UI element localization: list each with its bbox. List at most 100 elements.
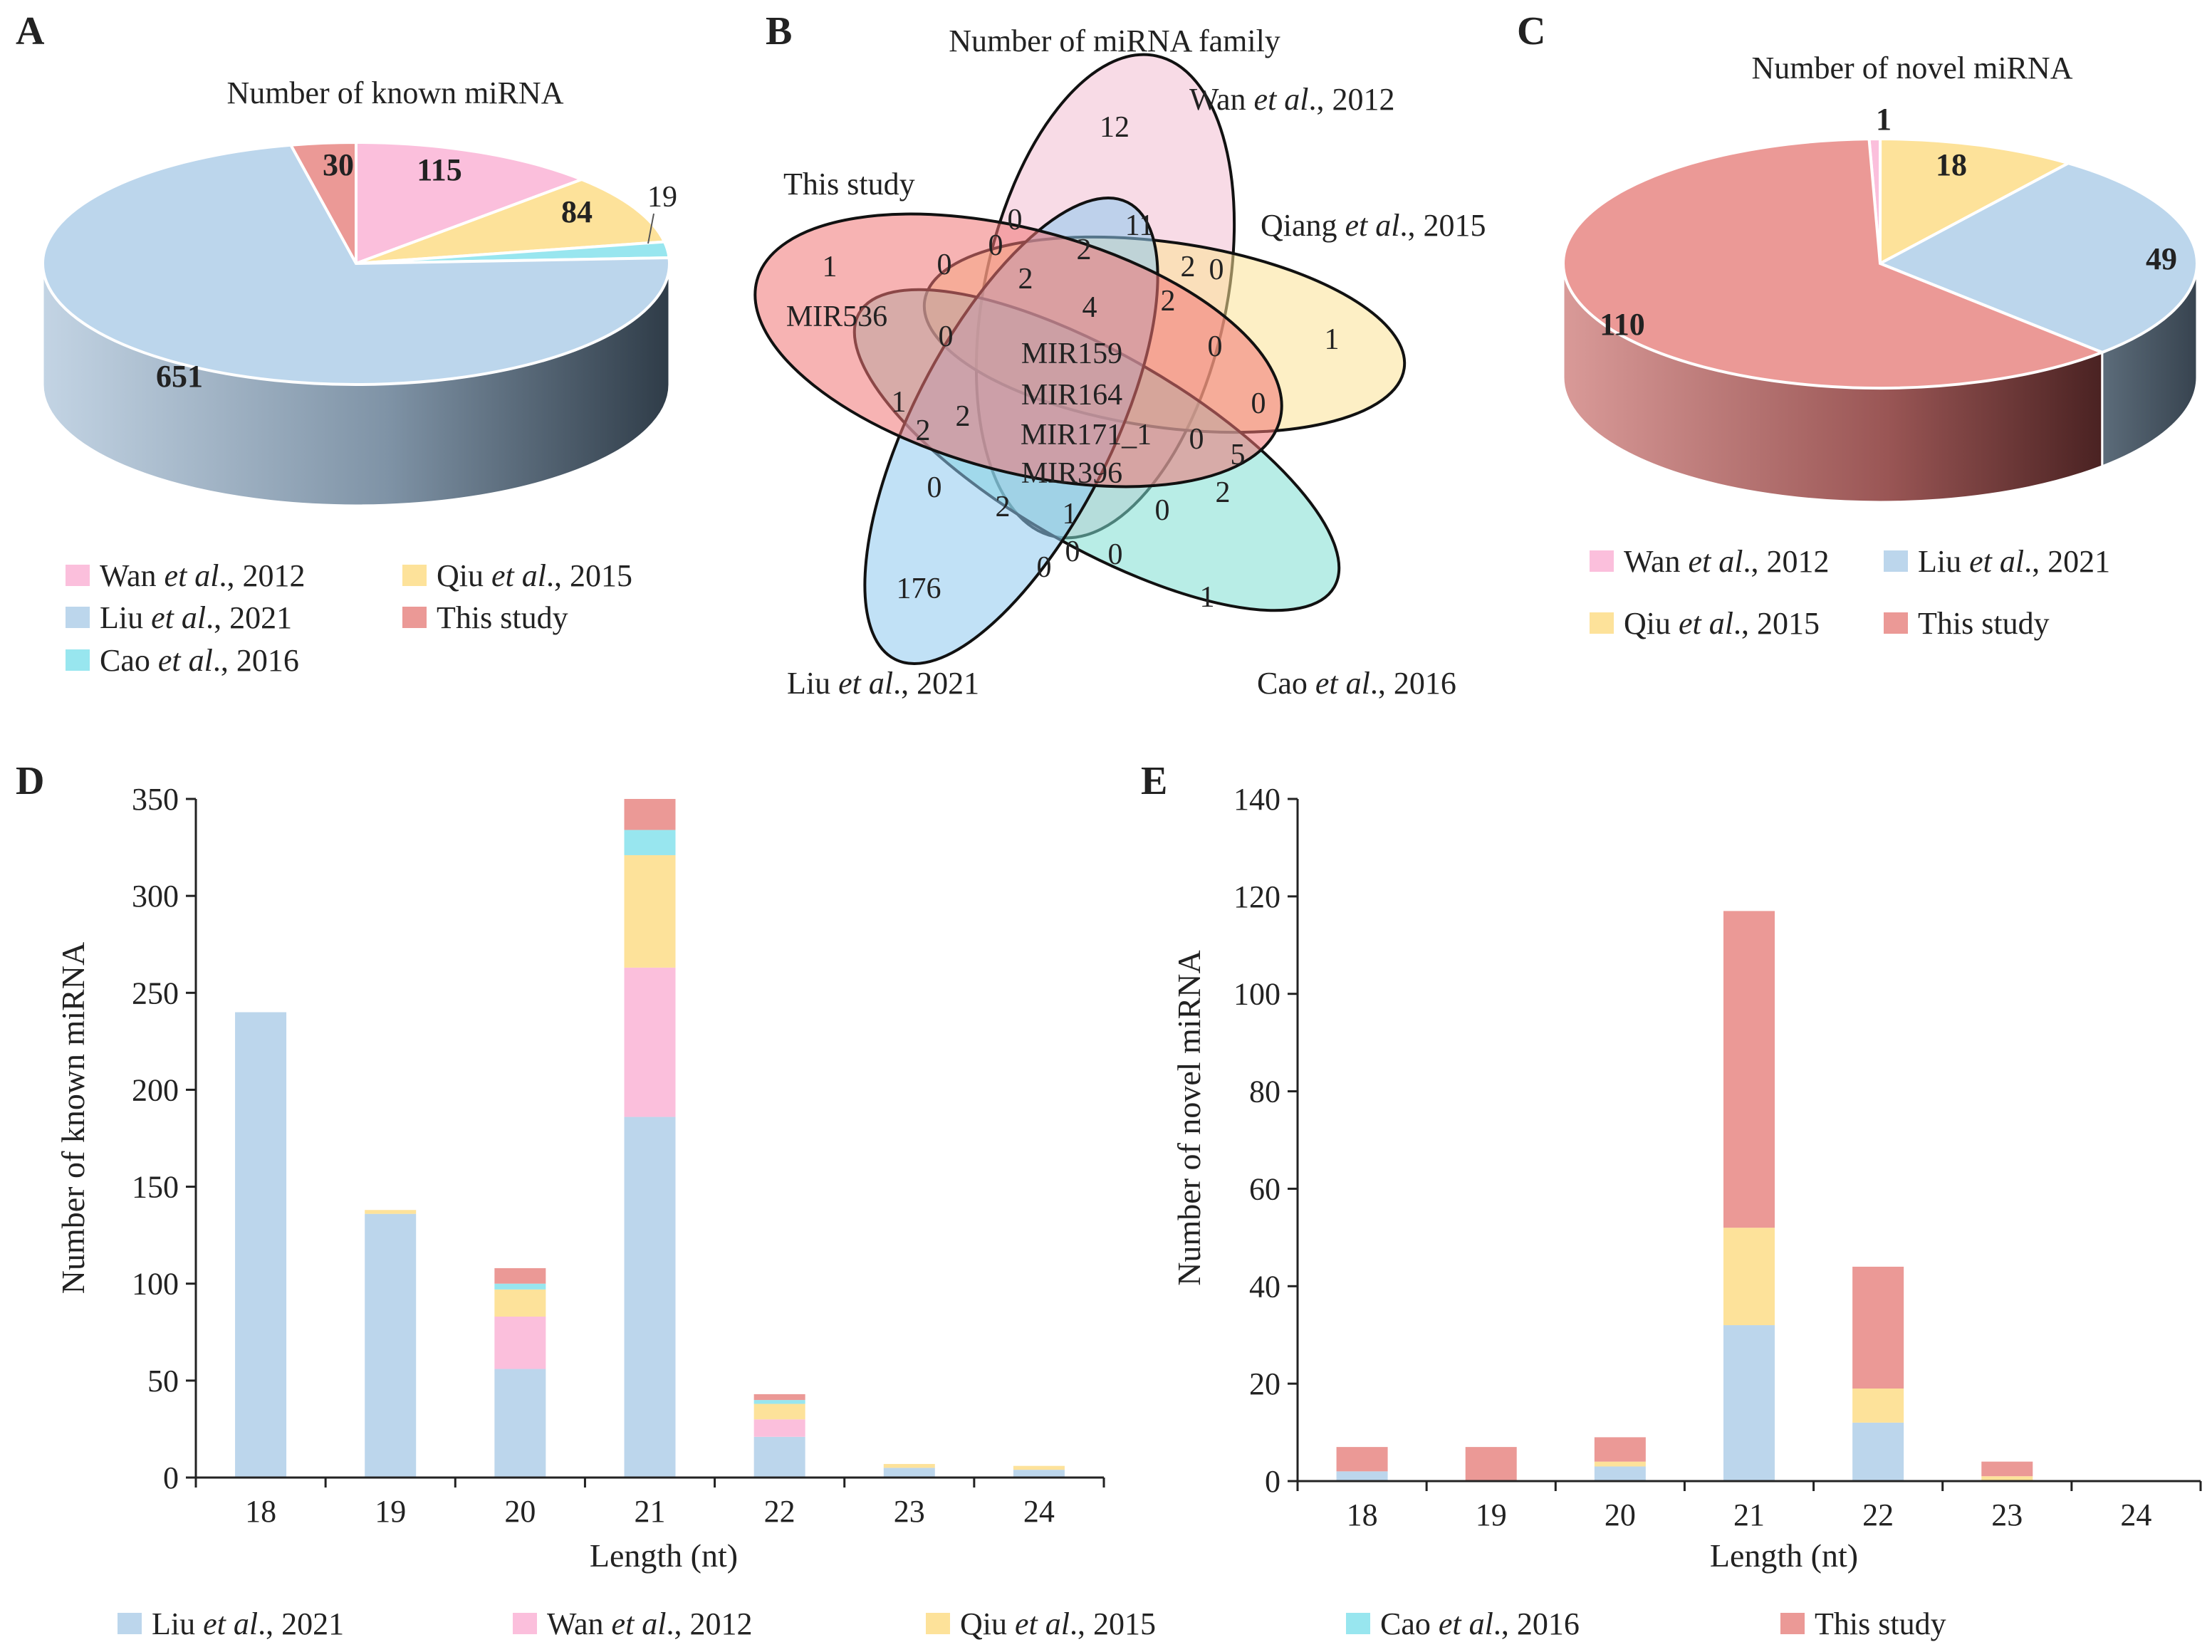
chart-d-ytick-label: 350	[132, 782, 179, 817]
venn-this-family: MIR536	[786, 300, 887, 333]
venn-overlap-18: 0	[927, 471, 942, 504]
chart-d-bar-20-qiu	[494, 1289, 546, 1317]
chart-d-bar-22-liu	[753, 1436, 805, 1478]
venn-overlap-4: 2	[1181, 251, 1196, 283]
pie-a-legend-cao-label: Cao et al., 2016	[100, 643, 299, 678]
venn-center-family-3: MIR396	[1021, 457, 1122, 490]
pie-a-legend-wan-label: Wan et al., 2012	[100, 558, 306, 593]
bottom-legend: Liu et al., 2021 Wan et al., 2012 Qiu et a…	[118, 1606, 1946, 1641]
venn-overlap-24: 0	[1108, 538, 1123, 571]
pie-a-title: Number of known miRNA	[227, 75, 564, 110]
venn-unique-cao: 1	[1200, 581, 1215, 614]
pie-a-label-wan: 115	[417, 152, 462, 187]
venn-overlap-5: 0	[1209, 253, 1224, 286]
venn-unique-liu: 176	[897, 573, 941, 605]
chart-e-bar-20-liu	[1594, 1466, 1646, 1481]
chart-d-bar-20-this	[494, 1267, 546, 1284]
pie-c-legend-qiu-label: Qiu et al., 2015	[1624, 606, 1820, 641]
venn-overlap-11: 1	[892, 386, 907, 419]
chart-d-bar-21-liu	[624, 1117, 676, 1478]
venn-overlap-3: 2	[1077, 234, 1092, 266]
pie-a-legend-this-label: This study	[437, 600, 568, 635]
chart-e-bar-23-qiu	[1981, 1476, 2033, 1481]
chart-e-ytick-label: 40	[1249, 1269, 1280, 1304]
chart-e-bar-20-qiu	[1594, 1461, 1646, 1467]
venn-overlap-0: 0	[1008, 204, 1023, 236]
venn-label-cao: Cao et al., 2016	[1257, 666, 1456, 701]
chart-e-bar-19-this	[1465, 1447, 1517, 1481]
pie-c-label-qiu: 18	[1936, 147, 1967, 182]
chart-e-bar-20-this	[1594, 1437, 1646, 1462]
chart-d-bar-22-qiu	[753, 1403, 805, 1420]
pie-a-cao-leader	[647, 213, 654, 244]
chart-d-ytick-label: 300	[132, 879, 179, 914]
panel-e: E 0 20 40 60 80 100 120 140 18 19 20 21 22 23 24 Lengt…	[1141, 759, 2202, 1574]
venn-overlap-19: 2	[996, 491, 1011, 523]
chart-d-bar-22-wan	[753, 1419, 805, 1437]
chart-d-bar-18-liu	[235, 1012, 287, 1478]
chart-d-bar-20-cao	[494, 1283, 546, 1290]
pie-a-legend-this-swatch	[402, 607, 427, 628]
venn-center-family-1: MIR164	[1021, 379, 1122, 412]
bottom-legend-qiu-swatch	[926, 1613, 950, 1634]
venn-overlap-25: 0	[1037, 551, 1052, 584]
venn-overlap-14: 0	[1208, 330, 1223, 363]
pie-a-slice-wan	[355, 140, 586, 266]
bottom-legend-wan: Wan et al., 2012	[513, 1606, 753, 1641]
chart-e-bar-23-this	[1981, 1461, 2033, 1477]
chart-d-ytick-label: 50	[147, 1364, 179, 1399]
pie-a-legend-qiu-label: Qiu et al., 2015	[437, 558, 632, 593]
bar-chart-known: 0 50 100 150 200 250 300 350 18 19 20 21 22 23 24	[132, 782, 1105, 1529]
venn-ellipse-this	[753, 212, 1283, 488]
pie-c-legend-liu-label: Liu et al., 2021	[1918, 544, 2110, 579]
chart-d-bar-20-liu	[494, 1369, 546, 1478]
chart-d-bar-20-wan	[494, 1317, 546, 1369]
pie-a-legend-wan: Wan et al., 2012	[66, 558, 306, 593]
venn-unique-wan: 12	[1100, 111, 1130, 144]
panel-c: C Number of novel miRNA 1 18 49 110 Wan …	[1517, 9, 2198, 641]
bottom-legend-liu: Liu et al., 2021	[118, 1606, 344, 1641]
chart-d-bar-21-wan	[624, 967, 676, 1117]
venn-overlap-16: 0	[1189, 423, 1204, 456]
chart-e-bar-21-this	[1723, 911, 1775, 1228]
venn-overlap-9: 0	[937, 249, 952, 281]
pie-a-label-this: 30	[323, 147, 354, 182]
pie-c-legend-liu-swatch	[1884, 550, 1908, 572]
venn-overlap-20: 1	[1063, 498, 1078, 530]
pie-a-slice-liu	[41, 143, 671, 386]
chart-e-bar-18-this	[1336, 1447, 1388, 1472]
pie-c-data-labels: 1 18 49 110	[1600, 102, 2177, 342]
pie-a-label-liu: 651	[156, 359, 203, 394]
pie-a-chart	[41, 140, 671, 507]
panel-d-letter: D	[16, 759, 44, 803]
chart-e-ytick-label: 120	[1233, 879, 1280, 914]
bottom-legend-wan-swatch	[513, 1613, 537, 1634]
panel-c-letter: C	[1517, 9, 1545, 53]
venn-overlap-13: 2	[956, 400, 971, 433]
pie-a-legend-liu-label: Liu et al., 2021	[100, 600, 292, 635]
pie-a-legend-liu: Liu et al., 2021	[66, 600, 292, 635]
chart-e-xtick-label: 20	[1605, 1497, 1636, 1532]
bottom-legend-qiu: Qiu et al., 2015	[926, 1606, 1156, 1641]
venn-overlap-8: 2	[1161, 285, 1176, 318]
panel-b-letter: B	[766, 9, 792, 53]
chart-e-bar-18-liu	[1336, 1471, 1388, 1481]
pie-c-legend-qiu-swatch	[1590, 612, 1614, 634]
panel-e-letter: E	[1141, 759, 1167, 803]
chart-d-xtick-label: 23	[894, 1494, 925, 1529]
panel-b: B Number of miRNA family Wan et al., 201…	[753, 9, 1486, 701]
chart-d-bar-22-cao	[753, 1400, 805, 1404]
venn-overlap-2: 0	[988, 229, 1003, 262]
chart-e-xtick-label: 21	[1733, 1497, 1765, 1532]
chart-d-bar-21-this	[624, 799, 676, 830]
pie-a-label-cao: 19	[647, 181, 677, 214]
venn-center-family-2: MIR171_1	[1021, 419, 1152, 451]
pie-c-legend-liu: Liu et al., 2021	[1884, 544, 2110, 579]
pie-c-legend-wan: Wan et al., 2012	[1590, 544, 1830, 579]
venn-overlap-6: 2	[1018, 263, 1033, 296]
bottom-legend-cao-swatch	[1346, 1613, 1370, 1634]
chart-d-ytick-label: 150	[132, 1170, 179, 1205]
pie-c-slice-liu	[1877, 162, 2198, 355]
chart-d-xtick-label: 20	[504, 1494, 536, 1529]
bar-chart-novel: 0 20 40 60 80 100 120 140 18 19 20 21 22 23 24	[1233, 782, 2202, 1532]
